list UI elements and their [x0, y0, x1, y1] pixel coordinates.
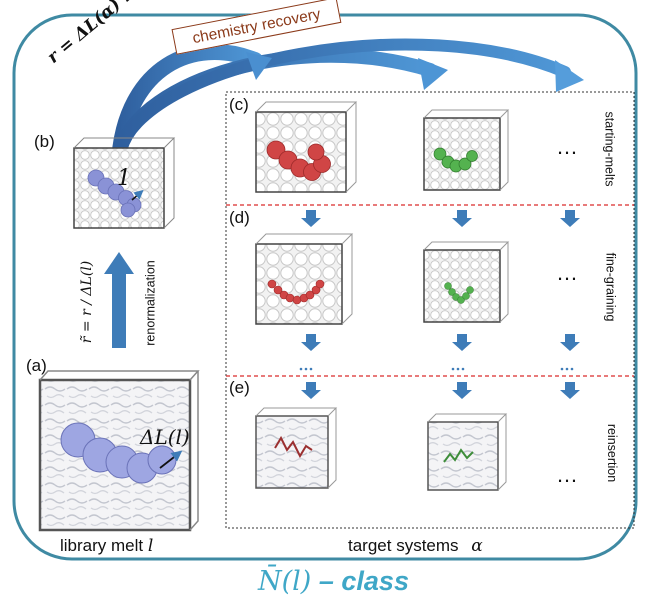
class-label: N̄(l) – class [258, 566, 409, 597]
class-word: class [341, 566, 409, 596]
panel-d-cube-green [423, 241, 510, 323]
chemistry-recovery-arrows [112, 38, 584, 158]
unit-length-label: 1 [117, 166, 131, 191]
library-melt-label: library melt l [60, 536, 153, 556]
ellipsis-e: … [556, 462, 578, 487]
target-systems-text: target systems [348, 536, 459, 555]
renormalization-arrow-shaft [112, 272, 126, 348]
panel-c-cube-green [423, 109, 510, 191]
renormalization-label: renormalization [143, 260, 158, 346]
ellipsis-c: … [556, 134, 578, 159]
delta-l-label: ΔL(l) [140, 425, 190, 449]
down-arrows [301, 210, 580, 399]
panel-label-e: (e) [229, 378, 250, 397]
class-dash: – [318, 566, 334, 596]
panel-a-cube [38, 370, 200, 532]
ellipsis-d: … [556, 260, 578, 285]
panel-b-cube [73, 137, 176, 229]
renormalization-arrow-head [104, 252, 134, 274]
panel-label-d: (d) [229, 208, 250, 227]
panel-c-cube-red [255, 101, 358, 193]
target-systems-label: target systems α [348, 536, 483, 556]
panel-label-c: (c) [229, 95, 249, 114]
panel-label-a: (a) [26, 356, 47, 375]
library-melt-symbol: l [147, 536, 154, 556]
panel-label-b: (b) [34, 132, 55, 151]
label-reinsertion: reinsertion [605, 423, 620, 483]
class-symbol: N̄(l) [258, 566, 312, 597]
panel-e-cube-green [427, 413, 508, 491]
label-starting-melts: starting-melts [602, 111, 617, 187]
library-melt-text: library melt [60, 536, 144, 555]
target-systems-symbol: α [471, 536, 483, 556]
target-systems-box [225, 91, 635, 529]
panel-d-cube-red [255, 233, 354, 325]
label-fine-graining: fine-graining [603, 252, 618, 322]
continuation-dots [299, 367, 574, 371]
equation-left: r̃ = r / ΔL(l) [79, 260, 96, 344]
panel-e-cube-red [255, 407, 338, 489]
